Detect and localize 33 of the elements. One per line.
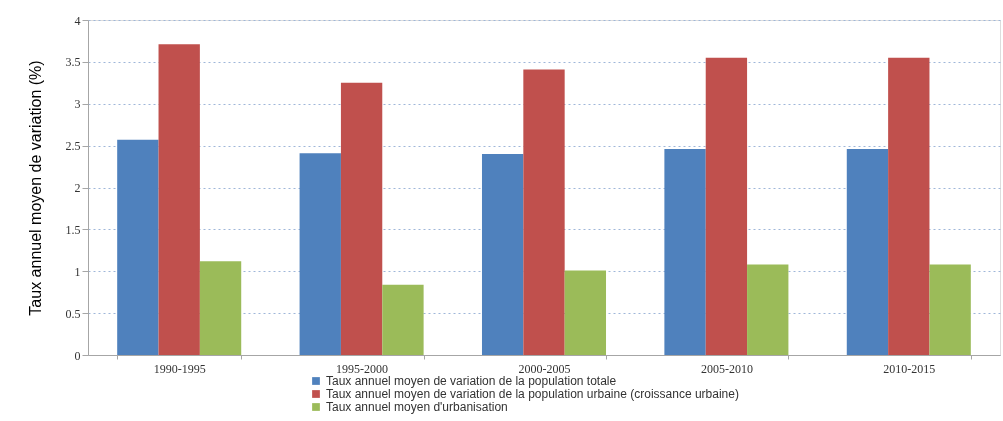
bar [299, 153, 341, 355]
x-tick-label: 2005-2010 [700, 361, 753, 376]
bar [846, 148, 889, 355]
bar [340, 82, 383, 355]
bar [747, 264, 789, 355]
bar [199, 261, 242, 355]
y-tick-label: 3 [74, 97, 81, 112]
x-tick-label: 1995-2000 [336, 361, 389, 376]
bar [382, 284, 424, 355]
bar [929, 264, 971, 355]
bar [564, 270, 607, 355]
bar [158, 44, 200, 355]
y-tick-label: 2 [74, 181, 81, 195]
legend-label: Taux annuel moyen de variation de la population totale [326, 374, 617, 388]
y-tick-label: 2.5 [65, 139, 81, 154]
bar [481, 154, 524, 355]
bar [705, 57, 748, 355]
y-axis-title: Taux annuel moyen de variation (%) [26, 60, 44, 316]
y-tick-label: 4 [74, 13, 81, 28]
y-tick-label: 0 [74, 348, 81, 363]
bar [664, 148, 706, 355]
bar [523, 69, 565, 355]
bar [888, 57, 930, 355]
y-tick-label: 0.5 [65, 306, 81, 321]
y-tick-label: 3.5 [65, 55, 81, 70]
y-tick-label: 1.5 [65, 222, 81, 237]
x-tick-label: 2010-2015 [883, 361, 936, 376]
bar [117, 139, 159, 355]
legend-label: Taux annuel moyen d'urbanisation [326, 400, 508, 414]
x-tick-label: 1990-1995 [153, 361, 206, 376]
x-tick-label: 2000-2005 [518, 361, 571, 376]
y-tick-label: 1 [74, 264, 81, 279]
legend-label: Taux annuel moyen de variation de la population urbaine (croissance urbaine) [326, 387, 739, 401]
